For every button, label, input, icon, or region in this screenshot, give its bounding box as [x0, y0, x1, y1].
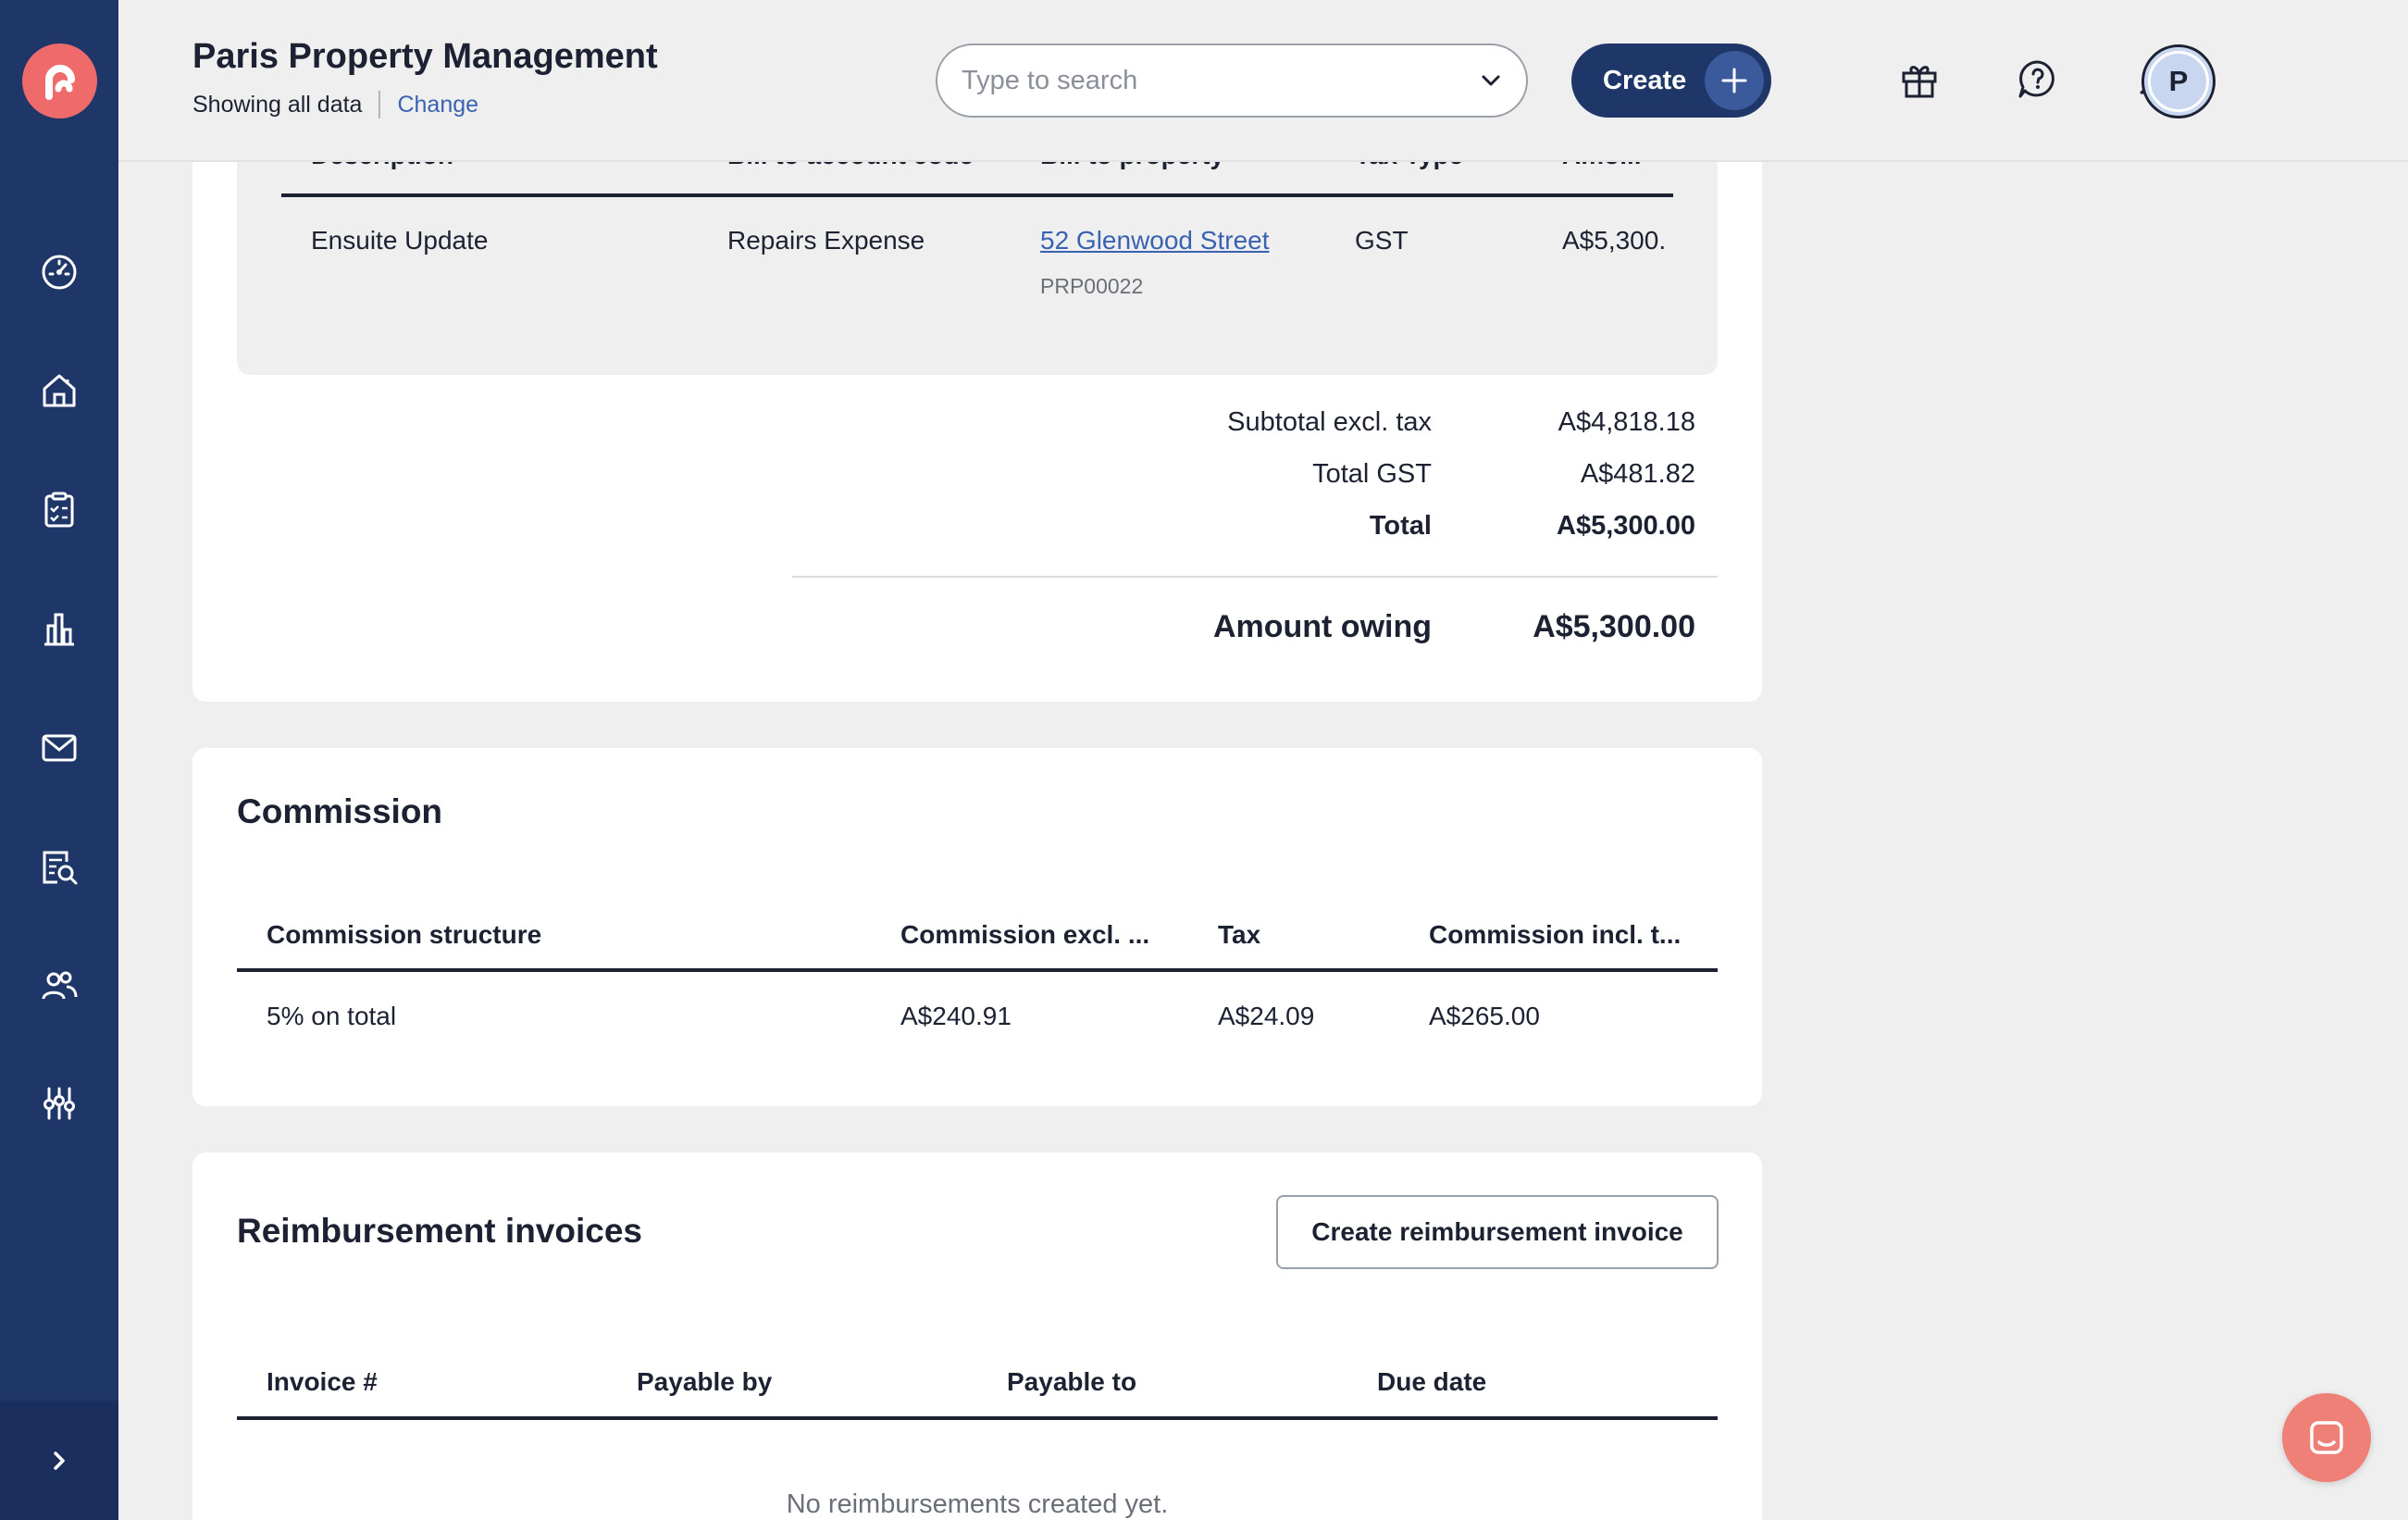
settings-sliders-icon [43, 1087, 75, 1120]
nav-properties[interactable] [35, 367, 83, 415]
reports-icon [44, 613, 74, 646]
dashboard-icon [42, 255, 77, 290]
commission-excl: A$240.91 [900, 1002, 1012, 1030]
divider [379, 91, 381, 118]
change-link[interactable]: Change [397, 91, 479, 118]
sidebar [0, 0, 118, 1520]
chat-icon [2310, 1421, 2343, 1454]
empty-state: No reimbursements created yet. [786, 1489, 1169, 1519]
chevron-down-icon[interactable] [1480, 73, 1502, 88]
nav-tasks[interactable] [35, 486, 83, 534]
commission-card: Commission Commission structure Commissi… [192, 748, 1762, 1106]
properties-icon [43, 374, 76, 407]
col-commission-excl: Commission excl. ... [900, 920, 1150, 949]
amount-owing-value: A$5,300.00 [1533, 609, 1695, 644]
help-button[interactable] [2012, 54, 2064, 106]
nav-settings[interactable] [35, 1079, 83, 1128]
search-box[interactable] [936, 44, 1528, 118]
col-invoice-number: Invoice # [267, 1367, 378, 1396]
commission-tax: A$24.09 [1218, 1002, 1315, 1030]
nav-contacts[interactable] [35, 962, 83, 1010]
header-divider [237, 968, 1718, 972]
commission-incl: A$265.00 [1429, 1002, 1540, 1030]
create-button[interactable]: Create [1571, 44, 1771, 118]
create-reimbursement-button[interactable]: Create reimbursement invoice [1276, 1195, 1719, 1269]
gift-icon [1902, 66, 1937, 98]
avatar-initial: P [2148, 51, 2209, 112]
gst-value: A$481.82 [1580, 459, 1695, 489]
totals-divider [792, 576, 1718, 578]
header-divider [237, 1416, 1718, 1420]
app-logo[interactable] [22, 44, 97, 118]
chat-launcher[interactable] [2282, 1393, 2371, 1482]
search-document-icon [43, 851, 78, 885]
contacts-icon [42, 971, 78, 1000]
commission-title: Commission [237, 792, 443, 830]
nav-reports[interactable] [35, 605, 83, 654]
tasks-icon [44, 492, 74, 528]
showing-label: Showing all data [192, 91, 363, 118]
subtotal-label: Subtotal excl. tax [1227, 407, 1432, 437]
header-divider [281, 193, 1673, 197]
sidebar-expand-button[interactable] [0, 1401, 118, 1520]
reimbursement-card: Reimbursement invoices Create reimbursem… [192, 1152, 1762, 1520]
col-commission-incl: Commission incl. t... [1429, 920, 1682, 949]
reimbursement-title: Reimbursement invoices [237, 1212, 642, 1250]
logo-icon [44, 64, 75, 100]
chevron-right-icon [54, 1451, 65, 1470]
col-commission-structure: Commission structure [267, 920, 542, 949]
mail-icon [42, 734, 77, 762]
amount-owing-label: Amount owing [1212, 609, 1432, 644]
data-scope: Showing all data Change [192, 91, 478, 118]
top-header: Paris Property Management Showing all da… [118, 0, 2408, 162]
nav-dashboard[interactable] [35, 248, 83, 296]
col-due-date: Due date [1377, 1367, 1487, 1396]
row-account-code: Repairs Expense [727, 226, 925, 255]
search-input[interactable] [962, 65, 1461, 96]
help-icon [2018, 60, 2054, 98]
create-label: Create [1603, 65, 1687, 95]
row-amount: A$5,300. [1562, 226, 1667, 255]
avatar[interactable]: P [2141, 44, 2216, 118]
col-payable-by: Payable by [637, 1367, 773, 1396]
row-tax-type: GST [1355, 226, 1409, 255]
plus-icon [1705, 51, 1764, 110]
nav-search-documents[interactable] [35, 843, 83, 891]
row-description: Ensuite Update [311, 226, 489, 255]
property-link[interactable]: 52 Glenwood Street [1040, 226, 1270, 255]
property-code: PRP00022 [1040, 274, 1144, 298]
subtotal-value: A$4,818.18 [1558, 407, 1695, 437]
commission-structure: 5% on total [267, 1002, 397, 1030]
total-value: A$5,300.00 [1557, 511, 1695, 541]
org-name: Paris Property Management [192, 37, 658, 76]
total-label: Total [1369, 511, 1432, 541]
nav-mail[interactable] [35, 724, 83, 772]
gift-button[interactable] [1893, 54, 1945, 106]
gst-label: Total GST [1312, 459, 1432, 489]
col-commission-tax: Tax [1218, 920, 1261, 949]
col-payable-to: Payable to [1007, 1367, 1137, 1396]
